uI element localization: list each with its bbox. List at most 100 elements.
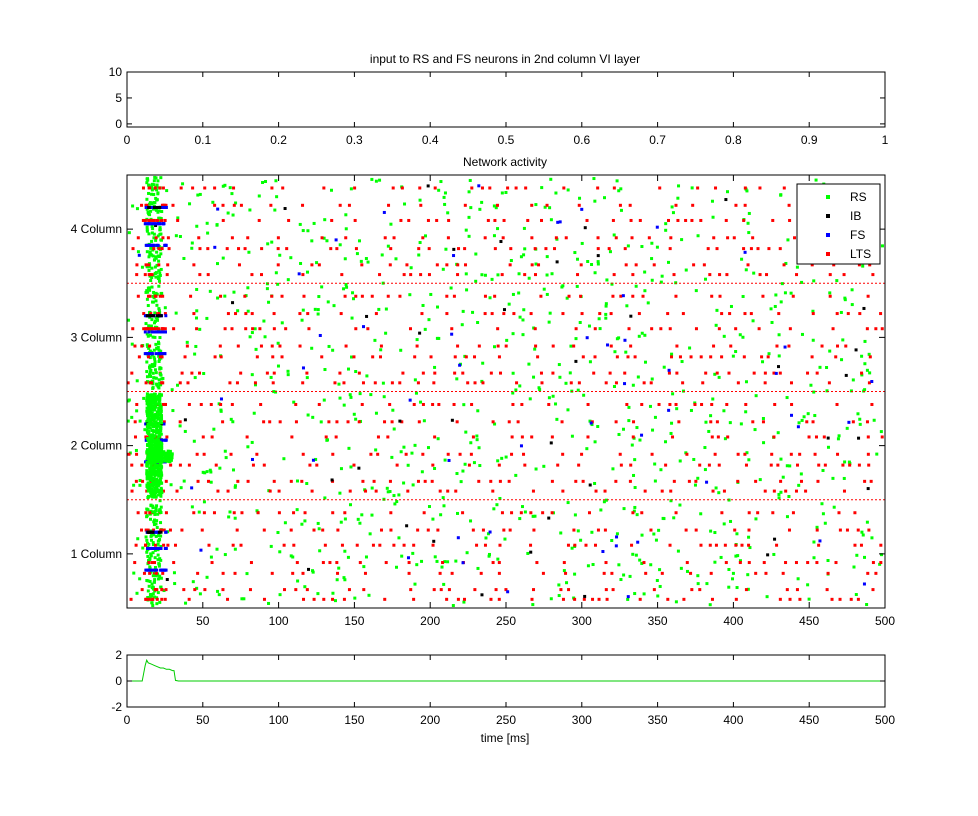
- spike-point: [374, 411, 378, 415]
- spike-point: [638, 218, 642, 222]
- spike-point: [395, 463, 399, 467]
- spike-point: [231, 301, 235, 305]
- spike-point: [384, 561, 388, 565]
- spike-point: [658, 568, 662, 572]
- spike-point: [155, 485, 159, 489]
- spike-point: [160, 352, 164, 356]
- spike-point: [146, 345, 150, 349]
- spike-point: [604, 381, 608, 385]
- spike-point: [653, 462, 657, 466]
- spike-point: [135, 263, 139, 267]
- spike-point: [136, 236, 140, 240]
- spike-point: [406, 463, 410, 467]
- spike-point: [395, 500, 399, 504]
- spike-point: [443, 560, 447, 564]
- spike-point: [148, 556, 152, 560]
- spike-point: [212, 511, 216, 515]
- spike-point: [147, 426, 151, 430]
- spike-point: [208, 468, 212, 472]
- spike-point: [174, 234, 178, 238]
- spike-point: [843, 298, 847, 302]
- spike-point: [153, 265, 157, 269]
- spike-point: [861, 533, 865, 537]
- spike-point: [601, 550, 605, 554]
- spike-point: [126, 399, 130, 403]
- spike-point: [310, 346, 314, 350]
- x-tick-label: 350: [648, 713, 668, 727]
- spike-point: [152, 438, 156, 442]
- spike-point: [608, 371, 612, 375]
- spike-point: [703, 446, 707, 450]
- spike-point: [206, 231, 210, 235]
- spike-point: [165, 456, 169, 460]
- spike-point: [151, 300, 155, 304]
- spike-point: [747, 458, 751, 462]
- spike-point: [463, 247, 467, 251]
- spike-point: [701, 381, 705, 385]
- spike-point: [148, 469, 152, 473]
- spike-point: [362, 325, 366, 329]
- spike-point: [149, 534, 153, 538]
- spike-point: [880, 553, 884, 557]
- spike-point: [235, 528, 239, 532]
- spike-point: [860, 371, 864, 375]
- spike-point: [604, 588, 608, 592]
- spike-point: [152, 528, 156, 532]
- spike-point: [180, 528, 184, 532]
- spike-point: [156, 591, 160, 595]
- spike-point: [610, 282, 614, 286]
- spike-point: [611, 588, 615, 592]
- spike-point: [329, 188, 333, 192]
- spike-point: [461, 469, 465, 473]
- spike-point: [161, 330, 165, 334]
- spike-point: [162, 528, 166, 532]
- spike-point: [326, 300, 330, 304]
- spike-point: [619, 463, 623, 467]
- spike-point: [157, 359, 161, 363]
- spike-point: [596, 186, 600, 190]
- spike-point: [221, 420, 225, 424]
- spike-point: [731, 354, 735, 358]
- spike-point: [159, 442, 163, 446]
- spike-point: [825, 366, 829, 370]
- spike-point: [158, 357, 162, 361]
- spike-point: [708, 273, 712, 277]
- spike-point: [145, 327, 149, 331]
- spike-point: [189, 294, 193, 298]
- spike-point: [153, 546, 157, 550]
- spike-point: [836, 344, 840, 348]
- spike-point: [488, 296, 492, 300]
- spike-point: [280, 355, 284, 359]
- spike-point: [146, 494, 150, 498]
- spike-point: [714, 186, 718, 190]
- spike-point: [164, 530, 168, 534]
- spike-point: [647, 236, 651, 240]
- spike-point: [151, 386, 155, 390]
- spike-point: [605, 278, 609, 282]
- spike-point: [527, 362, 531, 366]
- spike-point: [628, 203, 632, 207]
- spike-point: [156, 254, 160, 258]
- spike-point: [565, 296, 569, 300]
- spike-point: [585, 447, 589, 451]
- spike-point: [541, 511, 545, 515]
- spike-point: [154, 506, 158, 510]
- spike-point: [863, 555, 867, 559]
- spike-point: [148, 444, 152, 448]
- spike-point: [354, 327, 358, 331]
- spike-point: [141, 186, 145, 190]
- spike-point: [150, 418, 154, 422]
- spike-point: [449, 286, 453, 290]
- spike-point: [392, 236, 396, 240]
- spike-point: [266, 242, 270, 246]
- spike-point: [527, 276, 531, 280]
- spike-point: [727, 498, 731, 502]
- spike-point: [144, 205, 148, 209]
- spike-point: [655, 225, 659, 229]
- spike-point: [146, 444, 150, 448]
- spike-point: [159, 393, 163, 397]
- spike-point: [458, 452, 462, 456]
- spike-point: [276, 341, 280, 345]
- spike-point: [491, 420, 495, 424]
